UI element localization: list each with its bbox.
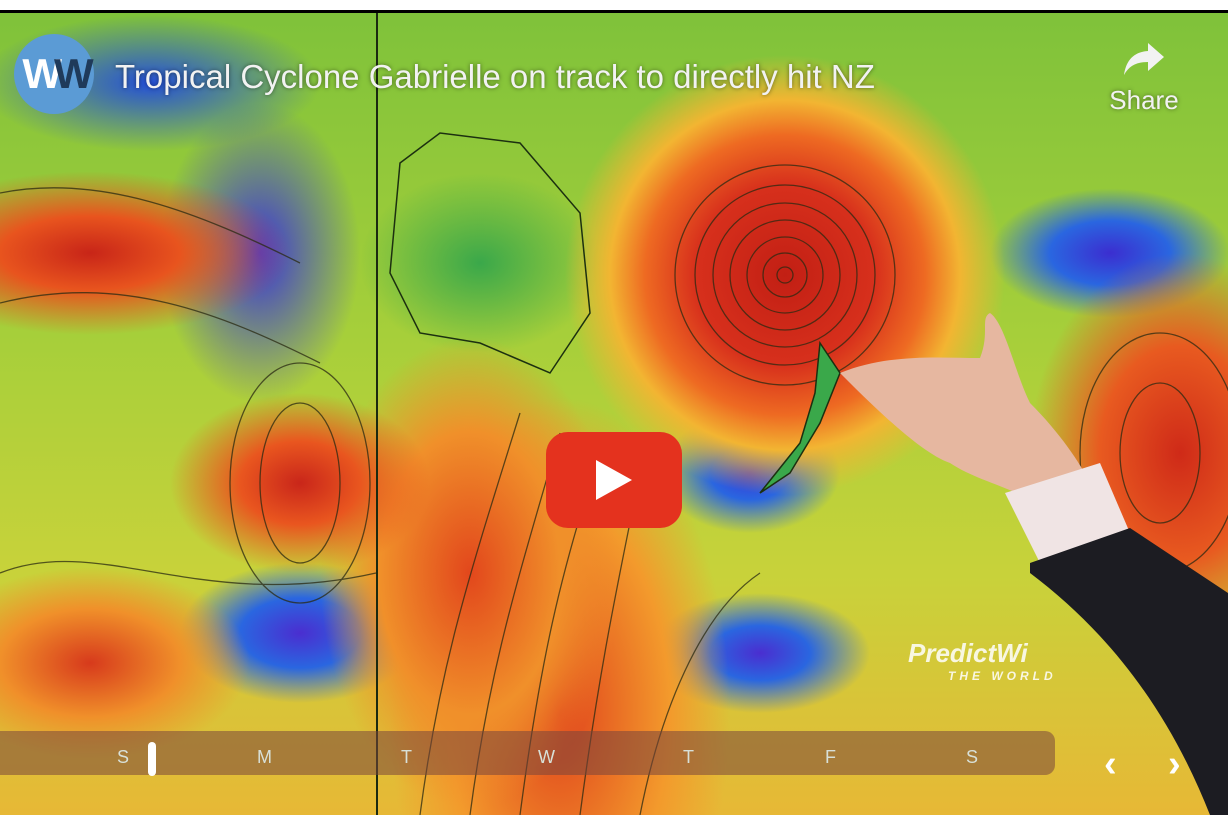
- timeline-day[interactable]: T: [401, 747, 412, 767]
- chevron-left-icon[interactable]: ‹: [1104, 743, 1117, 785]
- presenter-hand: [840, 313, 1228, 815]
- share-arrow-icon: [1124, 43, 1164, 75]
- timeline-day[interactable]: M: [257, 747, 272, 767]
- share-button[interactable]: Share: [1100, 41, 1188, 116]
- timeline-day[interactable]: S: [966, 747, 979, 767]
- map-divider: [376, 13, 378, 815]
- share-label: Share: [1109, 85, 1179, 115]
- timeline-day[interactable]: W: [538, 747, 555, 767]
- timeline-day[interactable]: T: [683, 747, 694, 767]
- timeline-handle[interactable]: [148, 742, 156, 776]
- timeline-bar: S M T W T F S: [0, 731, 1055, 775]
- chevron-right-icon[interactable]: ›: [1168, 743, 1181, 785]
- timeline-day[interactable]: S: [117, 747, 130, 767]
- predictwind-watermark: PredictWi THE WORLD: [908, 638, 1057, 683]
- youtube-play-icon: [596, 460, 632, 500]
- logo-letter: W: [22, 50, 62, 97]
- logo-letter: W: [54, 50, 94, 97]
- video-title[interactable]: Tropical Cyclone Gabrielle on track to d…: [115, 58, 875, 95]
- play-button[interactable]: [546, 432, 682, 528]
- timeline-day[interactable]: F: [825, 747, 836, 767]
